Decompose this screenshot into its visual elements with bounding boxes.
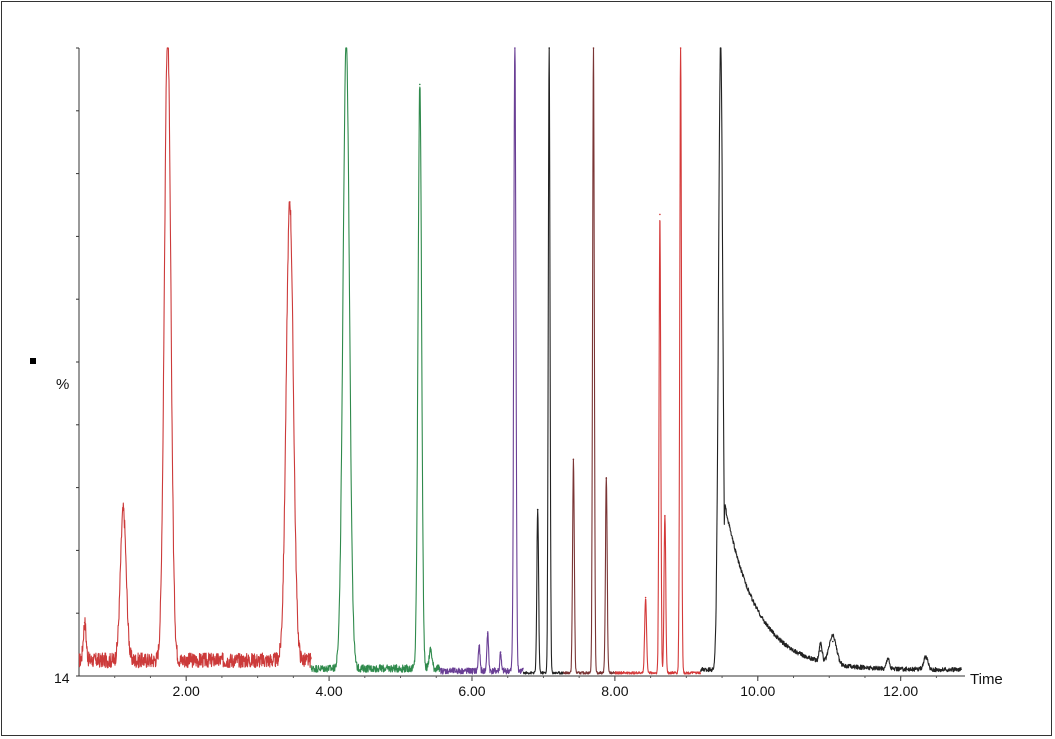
trace-7-peak-5 [924, 656, 927, 658]
y-baseline-label: 14 [54, 670, 70, 686]
trace-6-peak-3 [664, 515, 666, 517]
trace-2-peak-1 [345, 47, 348, 49]
trace-7 [700, 47, 962, 673]
x-tick-label: 12.00 [883, 683, 918, 699]
trace-6-peak-2 [659, 213, 661, 216]
trace-1-peak-1 [83, 621, 86, 624]
x-tick-label: 6.00 [458, 683, 485, 699]
trace-3 [439, 47, 524, 675]
trace-3-peak-2 [486, 632, 489, 635]
trace-1 [78, 47, 312, 669]
trace-3-peak-4 [514, 47, 516, 49]
trace-2-peak-2 [419, 83, 421, 86]
trace-3-peak-3 [499, 651, 502, 653]
trace-4-peak-2 [548, 47, 550, 49]
trace-1-peak-3 [166, 47, 169, 49]
trace-1-peak-2 [122, 508, 125, 511]
trace-7-peak-3 [832, 640, 834, 643]
trace-2 [310, 47, 441, 673]
trace-7-peak-1 [719, 47, 722, 49]
series-layer [78, 47, 962, 675]
trace-3-peak-1 [478, 645, 480, 647]
trace-4-peak-1 [536, 508, 539, 511]
legend-marker [30, 358, 36, 364]
x-tick-label: 8.00 [601, 683, 628, 699]
trace-7-peak-4 [887, 657, 889, 660]
axes: 2.00 4.00 6.00 8.00 10.00 12.00 [76, 47, 965, 699]
trace-6 [614, 47, 702, 675]
x-tick-label: 2.00 [173, 683, 200, 699]
x-axis-title: Time [970, 671, 1003, 688]
y-axis-title: % [56, 376, 69, 393]
x-tick-label: 4.00 [315, 683, 342, 699]
trace-1-peak-4 [289, 201, 291, 203]
trace-5-peak-2 [592, 47, 595, 49]
trace-5-peak-3 [605, 477, 608, 480]
trace-6-peak-1 [644, 596, 647, 599]
trace-4 [522, 47, 564, 675]
x-tick-label: 10.00 [740, 683, 775, 699]
trace-2-peak-3 [429, 648, 432, 651]
trace-7-peak-2 [819, 650, 822, 652]
trace-5-peak-1 [572, 458, 575, 461]
trace-6-peak-4 [679, 47, 682, 49]
trace-5 [562, 47, 616, 675]
